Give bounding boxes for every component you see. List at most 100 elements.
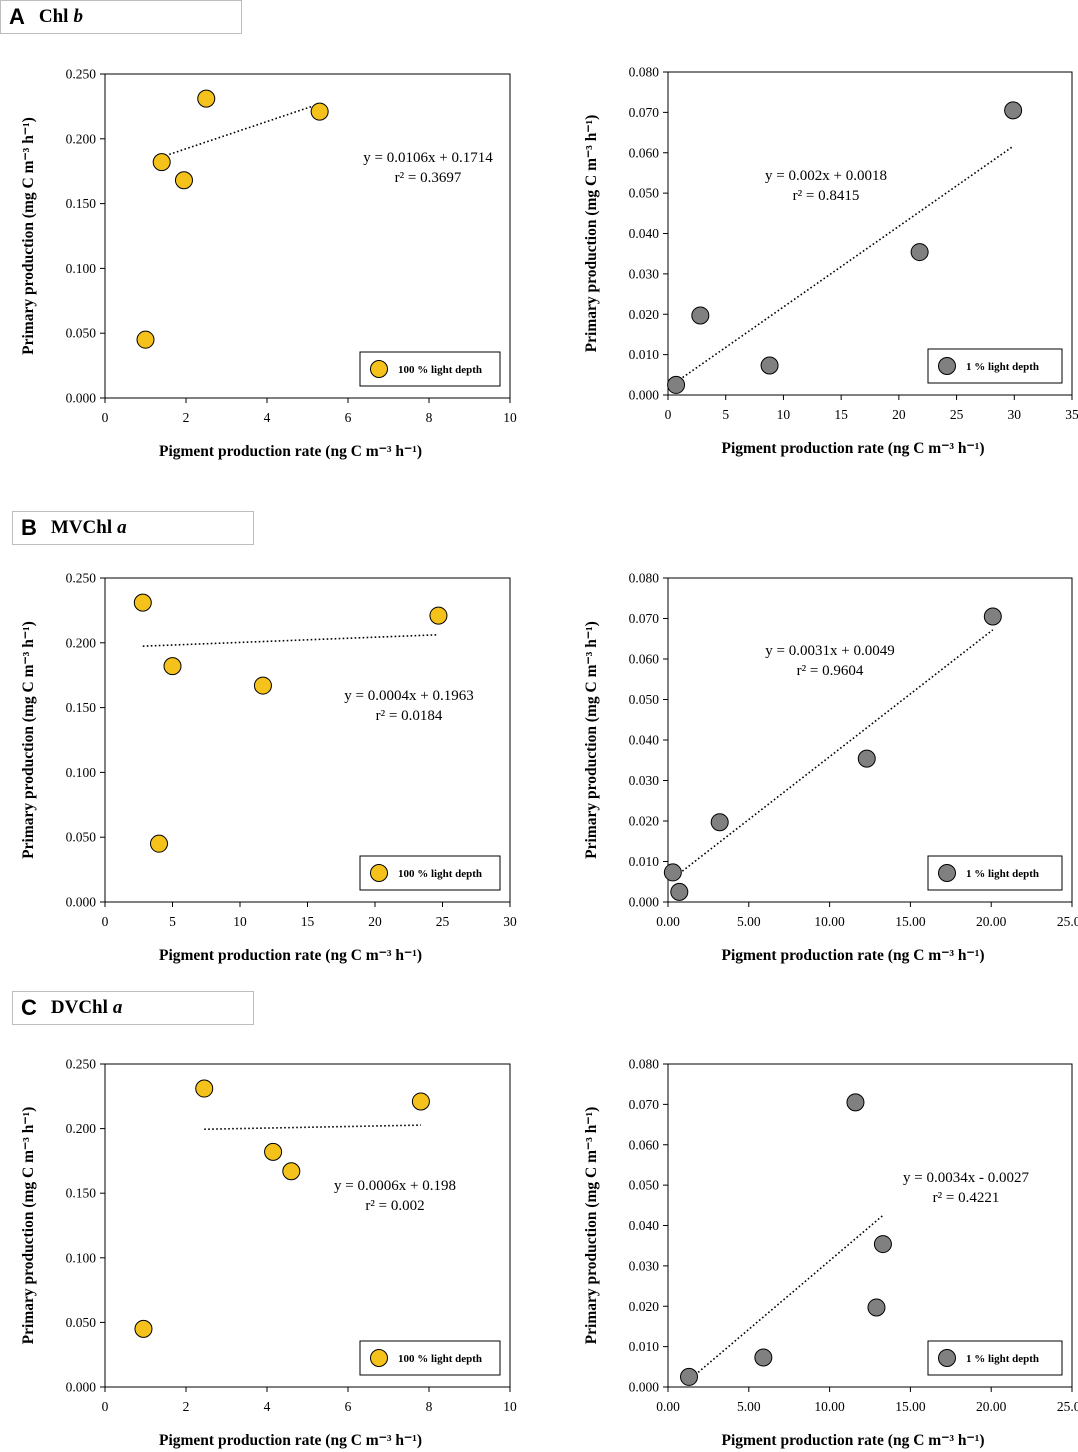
data-point [910, 243, 929, 262]
y-tick-label: 0.030 [629, 773, 660, 788]
section-letter: A [9, 4, 25, 29]
y-tick-label: 0.010 [629, 347, 660, 362]
trend-line [142, 633, 439, 647]
data-point [150, 834, 168, 853]
legend-label: 1 % light depth [966, 868, 1039, 880]
y-tick-label: 0.200 [66, 635, 97, 650]
x-tick-label: 5 [722, 407, 729, 422]
x-tick-label: 0 [102, 410, 109, 425]
data-point [264, 1142, 283, 1161]
x-tick-label: 10.00 [814, 1399, 845, 1414]
x-tick-label: 0 [102, 1399, 109, 1414]
legend: 1 % light depth [927, 1340, 1063, 1376]
chart-panel-C-left: 0.000 0.050 0.100 0.150 0.200 0.250 0 2 4 6 8 10 Pri… [20, 1057, 517, 1450]
legend-marker [370, 360, 388, 378]
x-tick-label: 10.00 [814, 914, 845, 929]
plot-area [667, 71, 1073, 396]
data-point [253, 676, 272, 695]
data-point [195, 1079, 214, 1098]
x-tick-label: 25.00 [1057, 1399, 1078, 1414]
data-point [133, 593, 152, 612]
y-tick-label: 0.200 [66, 131, 97, 146]
x-tick-label: 20.00 [976, 1399, 1007, 1414]
section-label-c: C DVChl a [12, 991, 254, 1025]
data-point [163, 657, 182, 676]
y-tick-label: 0.050 [629, 692, 660, 707]
y-tick-label: 0.020 [629, 307, 660, 322]
data-point [710, 813, 729, 832]
y-tick-label: 0.000 [629, 1380, 660, 1395]
y-tick-label: 0.250 [66, 571, 97, 586]
legend: 1 % light depth [927, 855, 1063, 891]
x-axis-title: Pigment production rate (ng C m⁻³ h⁻¹) [159, 443, 422, 460]
x-axis-title: Pigment production rate (ng C m⁻³ h⁻¹) [721, 440, 984, 457]
y-tick-label: 0.080 [629, 1057, 660, 1072]
data-point [663, 863, 682, 882]
y-tick-label: 0.000 [66, 391, 97, 406]
section-title-italic: a [112, 997, 123, 1018]
legend: 100 % light depth [359, 1340, 501, 1376]
plot-area [104, 577, 511, 903]
section-title: Chl [38, 6, 69, 27]
y-tick-label: 0.040 [629, 733, 660, 748]
legend: 100 % light depth [359, 855, 501, 891]
y-tick-label: 0.080 [629, 65, 660, 80]
r-squared-label: r² = 0.002 [365, 1198, 424, 1214]
y-tick-label: 0.070 [629, 105, 660, 120]
y-tick-label: 0.020 [629, 1299, 660, 1314]
chart-panel-A-right: 0.000 0.010 0.020 0.030 0.040 0.050 0.060 0.070… [583, 65, 1078, 458]
x-tick-label: 10 [777, 407, 791, 422]
y-tick-label: 0.000 [66, 895, 97, 910]
y-tick-label: 0.060 [629, 652, 660, 667]
legend-marker [938, 357, 956, 375]
section-letter: C [21, 995, 37, 1020]
x-tick-label: 6 [345, 410, 352, 425]
x-tick-label: 5.00 [737, 914, 761, 929]
data-point [680, 1367, 699, 1386]
x-tick-label: 15 [301, 914, 315, 929]
data-point [134, 1319, 153, 1338]
chart-panel-B-right: 0.000 0.010 0.020 0.030 0.040 0.050 0.060 0.070… [583, 571, 1078, 965]
data-point [310, 102, 329, 121]
x-tick-label: 4 [264, 1399, 271, 1414]
data-point [857, 749, 876, 768]
y-tick-label: 0.150 [66, 196, 97, 211]
x-tick-label: 25 [950, 407, 964, 422]
data-point [197, 89, 216, 108]
y-axis-title: Primary production (mg C m⁻³ h⁻¹) [583, 115, 600, 353]
x-tick-label: 2 [183, 410, 190, 425]
data-point [174, 171, 193, 190]
trend-line [161, 103, 320, 158]
x-axis-title: Pigment production rate (ng C m⁻³ h⁻¹) [721, 1432, 984, 1449]
y-axis-title: Primary production (mg C m⁻³ h⁻¹) [583, 621, 600, 859]
y-tick-label: 0.060 [629, 145, 660, 160]
chart-panel-B-left: 0.000 0.050 0.100 0.150 0.200 0.250 0 5 10 15 20 25… [20, 571, 517, 965]
x-tick-label: 25.00 [1057, 914, 1078, 929]
legend-label: 100 % light depth [398, 1353, 482, 1365]
plot-area [104, 1063, 511, 1388]
regression-equation: y = 0.002x + 0.0018 [765, 168, 887, 184]
legend-label: 1 % light depth [966, 1353, 1039, 1365]
trend-line [688, 1214, 884, 1381]
data-point [754, 1348, 773, 1367]
y-tick-label: 0.250 [66, 1057, 97, 1072]
y-tick-label: 0.030 [629, 1258, 660, 1273]
data-point [282, 1162, 301, 1181]
x-tick-label: 35 [1065, 407, 1078, 422]
x-tick-label: 10 [503, 410, 517, 425]
section-title: DVChl [50, 997, 108, 1018]
y-tick-label: 0.070 [629, 611, 660, 626]
x-tick-label: 30 [503, 914, 517, 929]
y-tick-label: 0.010 [629, 854, 660, 869]
legend-marker [370, 864, 388, 882]
x-tick-label: 0 [665, 407, 672, 422]
data-point [667, 375, 686, 394]
x-tick-label: 10 [233, 914, 247, 929]
legend-marker [938, 1349, 956, 1367]
data-point [411, 1092, 430, 1111]
y-axis-title: Primary production (mg C m⁻³ h⁻¹) [20, 117, 37, 355]
x-tick-label: 5 [169, 914, 176, 929]
legend-label: 1 % light depth [966, 361, 1039, 373]
data-point [429, 606, 448, 625]
